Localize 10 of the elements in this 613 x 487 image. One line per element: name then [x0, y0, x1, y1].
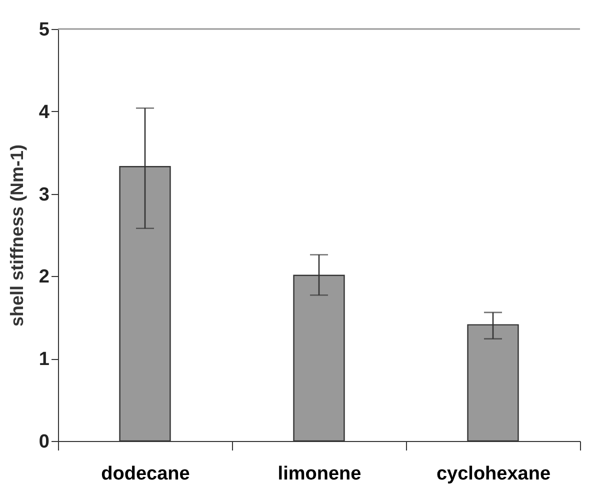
y-tick-label: 0 — [38, 432, 50, 452]
x-tick-label: limonene — [278, 464, 362, 484]
y-axis-title: shell stiffness (Nm-1) — [6, 144, 27, 327]
y-tick-label: 5 — [38, 20, 50, 40]
x-tick-label: dodecane — [101, 464, 190, 484]
y-tick-label: 3 — [38, 184, 50, 206]
x-tick-label: cyclohexane — [436, 464, 551, 484]
y-tick-label: 4 — [38, 102, 50, 123]
y-tick-label: 2 — [38, 266, 50, 288]
y-tick-label: 1 — [38, 349, 50, 370]
